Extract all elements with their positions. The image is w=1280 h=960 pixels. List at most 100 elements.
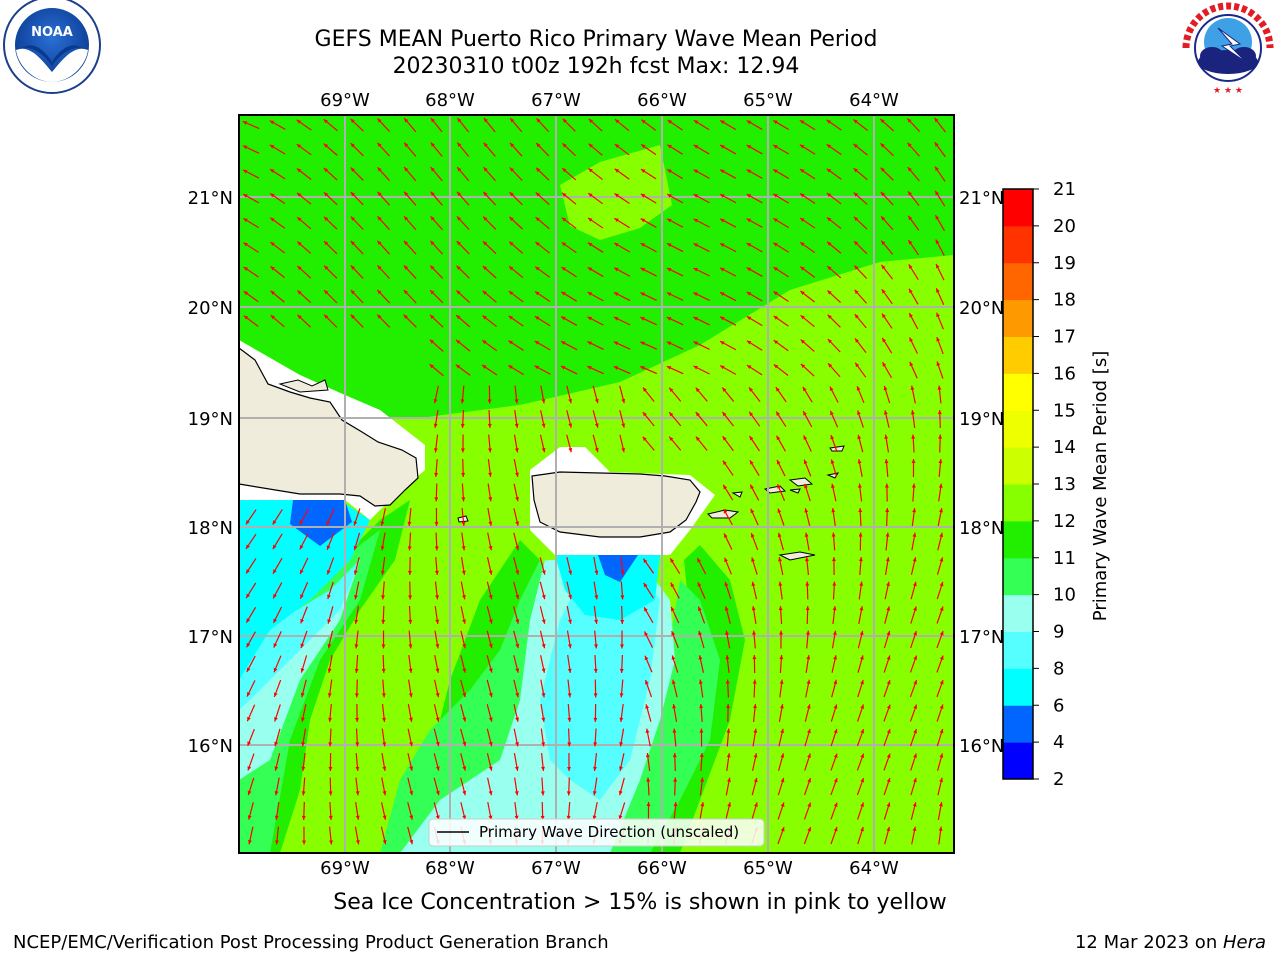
wave-vector-head (297, 265, 302, 271)
wave-vector-head (593, 766, 597, 771)
wave-vector-head (508, 291, 514, 296)
wave-vector-head (751, 581, 756, 587)
wave-vector-head (909, 313, 913, 318)
wave-vector-head (881, 313, 886, 318)
colorbar-bin (1003, 594, 1033, 632)
wave-vector-head (911, 434, 916, 439)
lat-label-left: 18°N (188, 518, 233, 539)
wave-vector-head (541, 643, 546, 649)
map-frame (238, 114, 955, 854)
wave-vector-head (350, 240, 356, 246)
wave-vector-head (457, 191, 462, 197)
wave-vector-head (243, 218, 248, 223)
wave-vector-head (382, 717, 386, 722)
wave-vector-head (273, 618, 278, 624)
colorbar-tick-label: 16 (1053, 363, 1076, 384)
wave-vector-head (403, 265, 409, 270)
wave-vector-head (830, 435, 835, 440)
wave-vector-head (301, 742, 306, 747)
noaa-logo-icon: NOAA (3, 0, 101, 94)
wave-vector-head (300, 692, 305, 698)
wave-vector-head (776, 435, 781, 441)
wave-vector-head (939, 680, 944, 685)
wave-vector-head (857, 483, 862, 488)
wave-vector-head (693, 317, 698, 321)
wave-vector-head (780, 728, 785, 734)
wave-vector-head (880, 118, 885, 124)
wave-vector-head (566, 815, 571, 820)
wave-vector-head (354, 693, 359, 698)
lon-label-bottom: 69°W (320, 858, 370, 879)
svg-text:★ ★ ★: ★ ★ ★ (1213, 86, 1243, 96)
wave-vector-head (350, 167, 355, 172)
lon-label-top: 67°W (531, 90, 581, 111)
wave-vector-head (860, 826, 864, 832)
wave-vector-head (435, 692, 440, 698)
wave-vector-head (328, 766, 333, 771)
wave-vector-head (666, 243, 672, 247)
wave-vector-head (324, 314, 329, 319)
wave-vector-head (936, 337, 941, 342)
wave-vector-head (270, 266, 275, 271)
wave-vector-head (482, 364, 487, 369)
wave-vector-head (377, 216, 382, 221)
wave-vector-head (245, 519, 250, 525)
wave-vector-head (299, 544, 304, 550)
wave-vector-head (859, 606, 864, 611)
wave-vector-head (912, 826, 917, 832)
wave-vector-head (408, 644, 413, 649)
wave-vector-head (614, 267, 619, 272)
wave-vector-head (435, 668, 440, 673)
wave-vector-head (750, 508, 755, 514)
wave-vector-head (886, 680, 891, 685)
colorbar-tick-label: 9 (1053, 622, 1064, 643)
wave-vector-head (913, 655, 918, 660)
wave-vector-head (327, 643, 332, 649)
wave-vector-head (561, 341, 566, 345)
wave-vector-head (462, 668, 467, 673)
wave-vector-head (773, 218, 778, 223)
wave-vector-head (749, 387, 754, 392)
wave-vector-head (508, 315, 514, 320)
wave-vector-head (488, 619, 493, 624)
wave-vector-head (666, 268, 672, 272)
wave-vector-head (514, 399, 519, 404)
wave-vector-head (720, 218, 725, 223)
wave-vector-head (515, 594, 520, 600)
wave-vector-head (858, 532, 863, 537)
wave-vector-head (750, 533, 755, 538)
wave-vector-head (935, 215, 940, 220)
wave-vector-head (646, 802, 651, 807)
wave-vector-head (457, 142, 462, 147)
wave-vector-head (534, 316, 540, 321)
wave-vector-head (587, 316, 592, 321)
lon-label-top: 68°W (425, 90, 475, 111)
wave-vector-head (780, 827, 785, 832)
wave-vector-head (753, 728, 758, 733)
wave-vector-head (828, 363, 833, 368)
wave-vector-head (886, 630, 891, 636)
lat-label-right: 17°N (959, 627, 1004, 648)
wave-vector-head (613, 366, 619, 370)
wave-vector-head (936, 312, 940, 318)
wave-vector-head (614, 243, 619, 247)
wave-vector-head (246, 618, 251, 623)
wave-vector-head (826, 144, 832, 149)
wave-vector-head (247, 692, 251, 697)
lon-label-bottom: 64°W (849, 858, 899, 879)
wave-vector-head (242, 145, 248, 150)
wave-vector-head (829, 386, 834, 391)
wave-vector-head (355, 766, 360, 771)
wave-vector-head (833, 778, 838, 783)
wave-vector-head (773, 144, 778, 149)
wave-vector-head (324, 290, 329, 295)
colorbar-bin (1003, 447, 1033, 485)
wave-vector-head (435, 644, 440, 649)
wave-vector-head (673, 777, 678, 782)
wave-vector-head (593, 668, 598, 673)
wave-vector-head (594, 570, 599, 575)
wave-vector-head (752, 630, 757, 635)
wave-vector-head (297, 314, 302, 320)
wave-vector-head (462, 619, 466, 624)
wave-vector-head (773, 169, 778, 174)
